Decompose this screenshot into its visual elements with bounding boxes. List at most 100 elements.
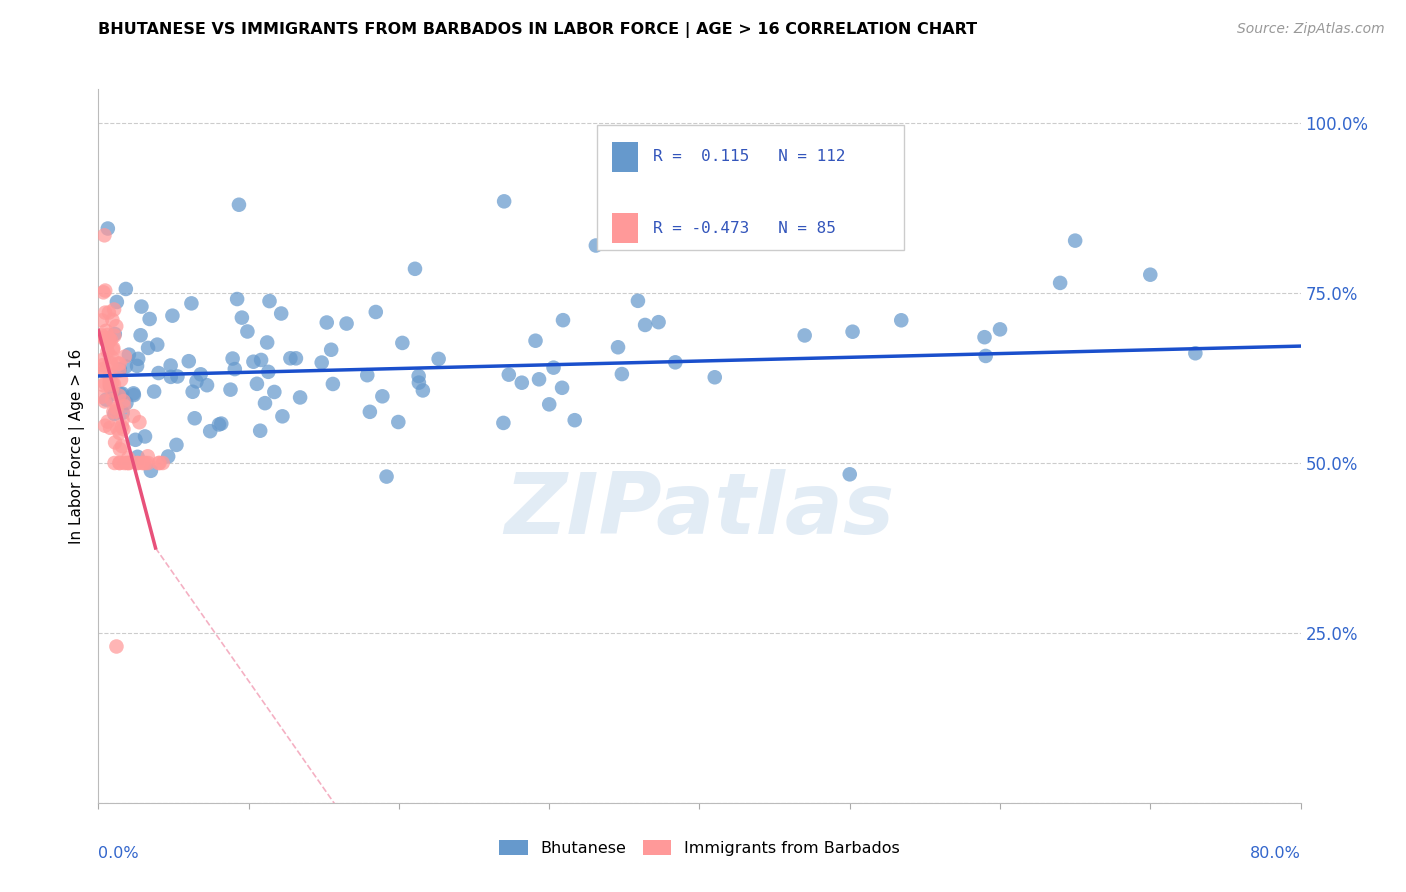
Point <box>973 330 995 344</box>
Point <box>284 351 307 366</box>
Point <box>250 353 273 368</box>
Point <box>387 415 409 429</box>
Point <box>136 341 159 355</box>
Point <box>1064 234 1087 248</box>
Point <box>104 435 127 450</box>
Point <box>551 313 574 327</box>
Point <box>132 456 155 470</box>
Point <box>270 306 292 320</box>
Point <box>793 328 815 343</box>
Point <box>111 419 134 434</box>
Point <box>610 367 633 381</box>
Point <box>335 317 357 331</box>
Point <box>157 450 180 464</box>
Point <box>198 424 221 438</box>
Point <box>162 309 184 323</box>
Point <box>115 456 138 470</box>
Point <box>98 368 121 382</box>
Point <box>492 416 515 430</box>
Point <box>143 384 166 399</box>
Point <box>408 376 430 390</box>
Point <box>97 335 120 350</box>
Point <box>98 356 121 370</box>
Point <box>127 456 149 470</box>
Point <box>105 295 128 310</box>
Point <box>105 401 128 416</box>
Point <box>118 348 141 362</box>
Point <box>103 386 125 401</box>
Point <box>122 388 145 402</box>
Point <box>107 356 129 370</box>
Point <box>98 332 121 346</box>
Point <box>108 456 131 470</box>
Point <box>543 360 565 375</box>
Point <box>371 389 394 403</box>
Point <box>224 362 246 376</box>
Point <box>112 456 135 470</box>
Point <box>703 370 725 384</box>
Point <box>627 293 650 308</box>
Point <box>263 384 285 399</box>
Point <box>166 369 188 384</box>
Point <box>408 369 430 384</box>
Y-axis label: In Labor Force | Age > 16: In Labor Force | Age > 16 <box>69 349 84 543</box>
Point <box>103 341 125 355</box>
Point <box>190 368 212 382</box>
Point <box>209 417 232 431</box>
Text: R =  0.115   N = 112: R = 0.115 N = 112 <box>652 150 845 164</box>
Point <box>98 421 121 435</box>
Point <box>148 366 170 380</box>
Point <box>94 364 117 378</box>
Point <box>159 359 181 373</box>
Text: Source: ZipAtlas.com: Source: ZipAtlas.com <box>1237 22 1385 37</box>
Point <box>538 397 561 411</box>
Point <box>94 284 117 298</box>
Point <box>91 362 114 376</box>
Point <box>97 305 120 319</box>
Point <box>112 399 135 413</box>
Point <box>139 464 162 478</box>
Legend: Bhutanese, Immigrants from Barbados: Bhutanese, Immigrants from Barbados <box>492 834 907 863</box>
Point <box>148 456 170 470</box>
Point <box>315 316 337 330</box>
Point <box>311 355 333 369</box>
Point <box>127 456 149 470</box>
Point <box>93 332 115 346</box>
Point <box>180 296 202 310</box>
Point <box>98 378 121 392</box>
Point <box>118 456 141 470</box>
Point <box>117 451 139 466</box>
Text: 80.0%: 80.0% <box>1250 846 1301 861</box>
Point <box>93 352 115 367</box>
Point <box>564 413 586 427</box>
Point <box>183 411 205 425</box>
Point <box>221 351 243 366</box>
Point <box>93 228 115 243</box>
Text: R = -0.473   N = 85: R = -0.473 N = 85 <box>652 221 835 235</box>
Point <box>93 378 115 392</box>
Point <box>148 456 170 470</box>
Point <box>246 376 269 391</box>
Point <box>112 422 135 436</box>
Point <box>93 394 115 409</box>
Point <box>208 417 231 432</box>
Point <box>1139 268 1161 282</box>
Point <box>974 349 997 363</box>
Point <box>108 364 131 378</box>
Point <box>271 409 294 424</box>
Point <box>105 319 128 334</box>
Text: BHUTANESE VS IMMIGRANTS FROM BARBADOS IN LABOR FORCE | AGE > 16 CORRELATION CHAR: BHUTANESE VS IMMIGRANTS FROM BARBADOS IN… <box>98 22 977 38</box>
Point <box>94 331 117 345</box>
Point <box>111 413 134 427</box>
Point <box>494 194 516 209</box>
Point <box>103 377 125 392</box>
Bar <box>612 142 638 172</box>
Point <box>127 450 149 464</box>
Point <box>114 350 136 364</box>
Point <box>111 406 134 420</box>
Text: 0.0%: 0.0% <box>98 846 139 861</box>
Point <box>664 355 686 369</box>
FancyBboxPatch shape <box>598 125 904 250</box>
Point <box>249 424 271 438</box>
Point <box>90 390 112 404</box>
